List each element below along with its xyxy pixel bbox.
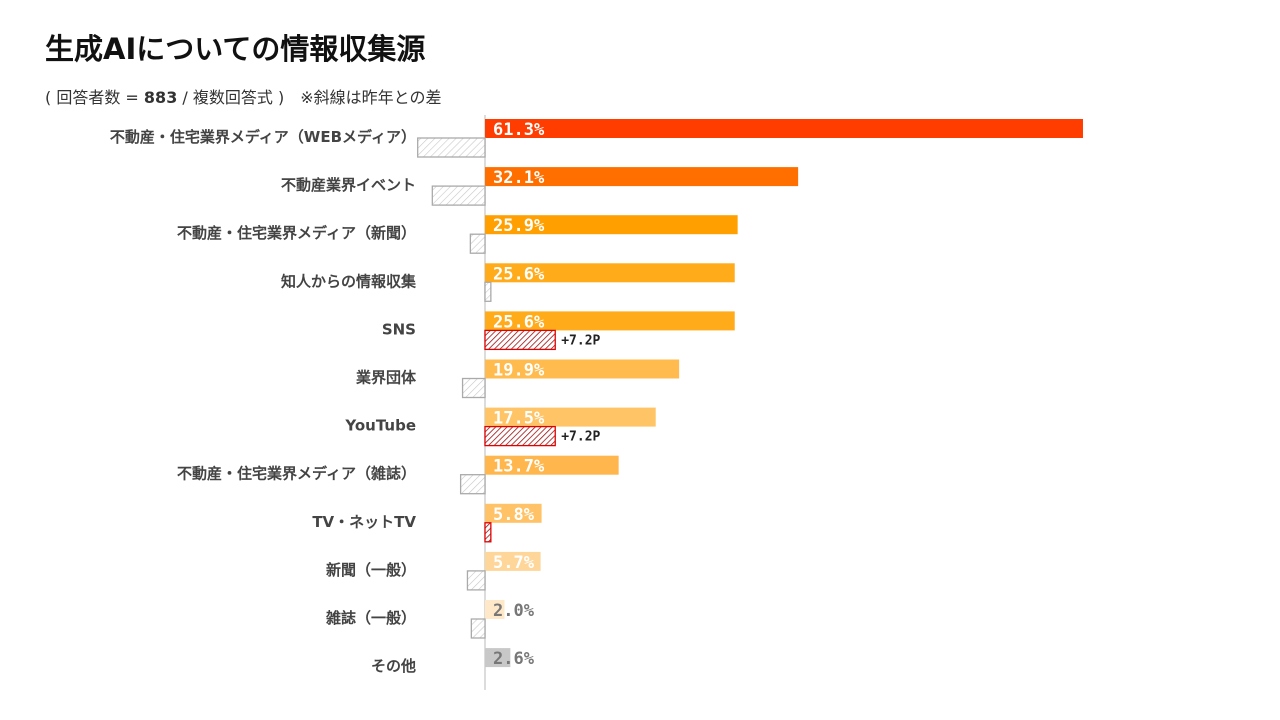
bar-current: [485, 167, 799, 187]
value-label: 19.9%: [493, 361, 545, 381]
bar-diff-hatched: [484, 281, 492, 302]
value-label: 2.0%: [493, 601, 535, 621]
bar-diff-hatched: [431, 185, 486, 206]
category-label: その他: [371, 657, 416, 675]
category-label: 新聞（一般）: [326, 561, 416, 579]
category-label: SNS: [382, 320, 416, 338]
value-label: 5.8%: [493, 505, 535, 525]
value-label: 5.7%: [493, 553, 535, 573]
diff-label: +7.2P: [561, 333, 600, 348]
bar-current: [485, 455, 619, 475]
value-label: 2.6%: [493, 649, 535, 669]
value-label: 32.1%: [493, 168, 545, 188]
bar-current: [485, 263, 735, 283]
category-label: 不動産・住宅業界メディア（新聞）: [177, 224, 416, 242]
bar-current: [485, 311, 735, 331]
bar-current: [485, 407, 656, 427]
category-label: 不動産業界イベント: [281, 176, 416, 194]
bar-current: [485, 648, 511, 668]
bar-diff-hatched: [484, 522, 492, 543]
bar-current: [485, 359, 680, 379]
value-label: 25.6%: [493, 312, 545, 332]
category-label: 不動産・住宅業界メディア（雑誌）: [177, 465, 416, 483]
bar-current: [485, 503, 542, 523]
value-label: 25.6%: [493, 264, 545, 284]
category-label: TV・ネットTV: [312, 513, 416, 531]
bar-diff-hatched: [417, 137, 486, 158]
bar-diff-hatched: [466, 570, 486, 591]
category-label: 知人からの情報収集: [281, 272, 417, 290]
subtitle-suffix: / 複数回答式 ) ※斜線は昨年との差: [177, 88, 442, 107]
bar-current: [485, 215, 738, 235]
bar-current: [485, 119, 1083, 138]
diff-label: +7.2P: [561, 430, 600, 445]
category-label: 不動産・住宅業界メディア（WEBメディア）: [110, 128, 416, 146]
bar-diff-hatched: [470, 618, 486, 639]
subtitle-prefix: ( 回答者数 =: [45, 88, 144, 107]
value-label: 61.3%: [493, 120, 545, 140]
bar-diff-hatched: [484, 329, 556, 351]
bar-current: [485, 551, 541, 571]
category-label: YouTube: [344, 417, 416, 435]
bar-diff-hatched: [459, 474, 486, 495]
chart-subtitle: ( 回答者数 = 883 / 複数回答式 ) ※斜線は昨年との差: [45, 84, 441, 108]
chart-title: 生成AIについての情報収集源: [45, 32, 426, 66]
bar-diff-hatched: [469, 233, 486, 254]
bar-diff-hatched: [484, 425, 556, 447]
value-label: 13.7%: [493, 457, 545, 477]
bar-diff-hatched: [461, 377, 486, 399]
bar-current: [485, 600, 505, 619]
value-label: 25.9%: [493, 216, 545, 236]
value-label: 17.5%: [493, 409, 545, 429]
category-label: 業界団体: [355, 369, 417, 387]
category-label: 雑誌（一般）: [325, 609, 416, 627]
respondent-count: 883: [143, 88, 178, 107]
